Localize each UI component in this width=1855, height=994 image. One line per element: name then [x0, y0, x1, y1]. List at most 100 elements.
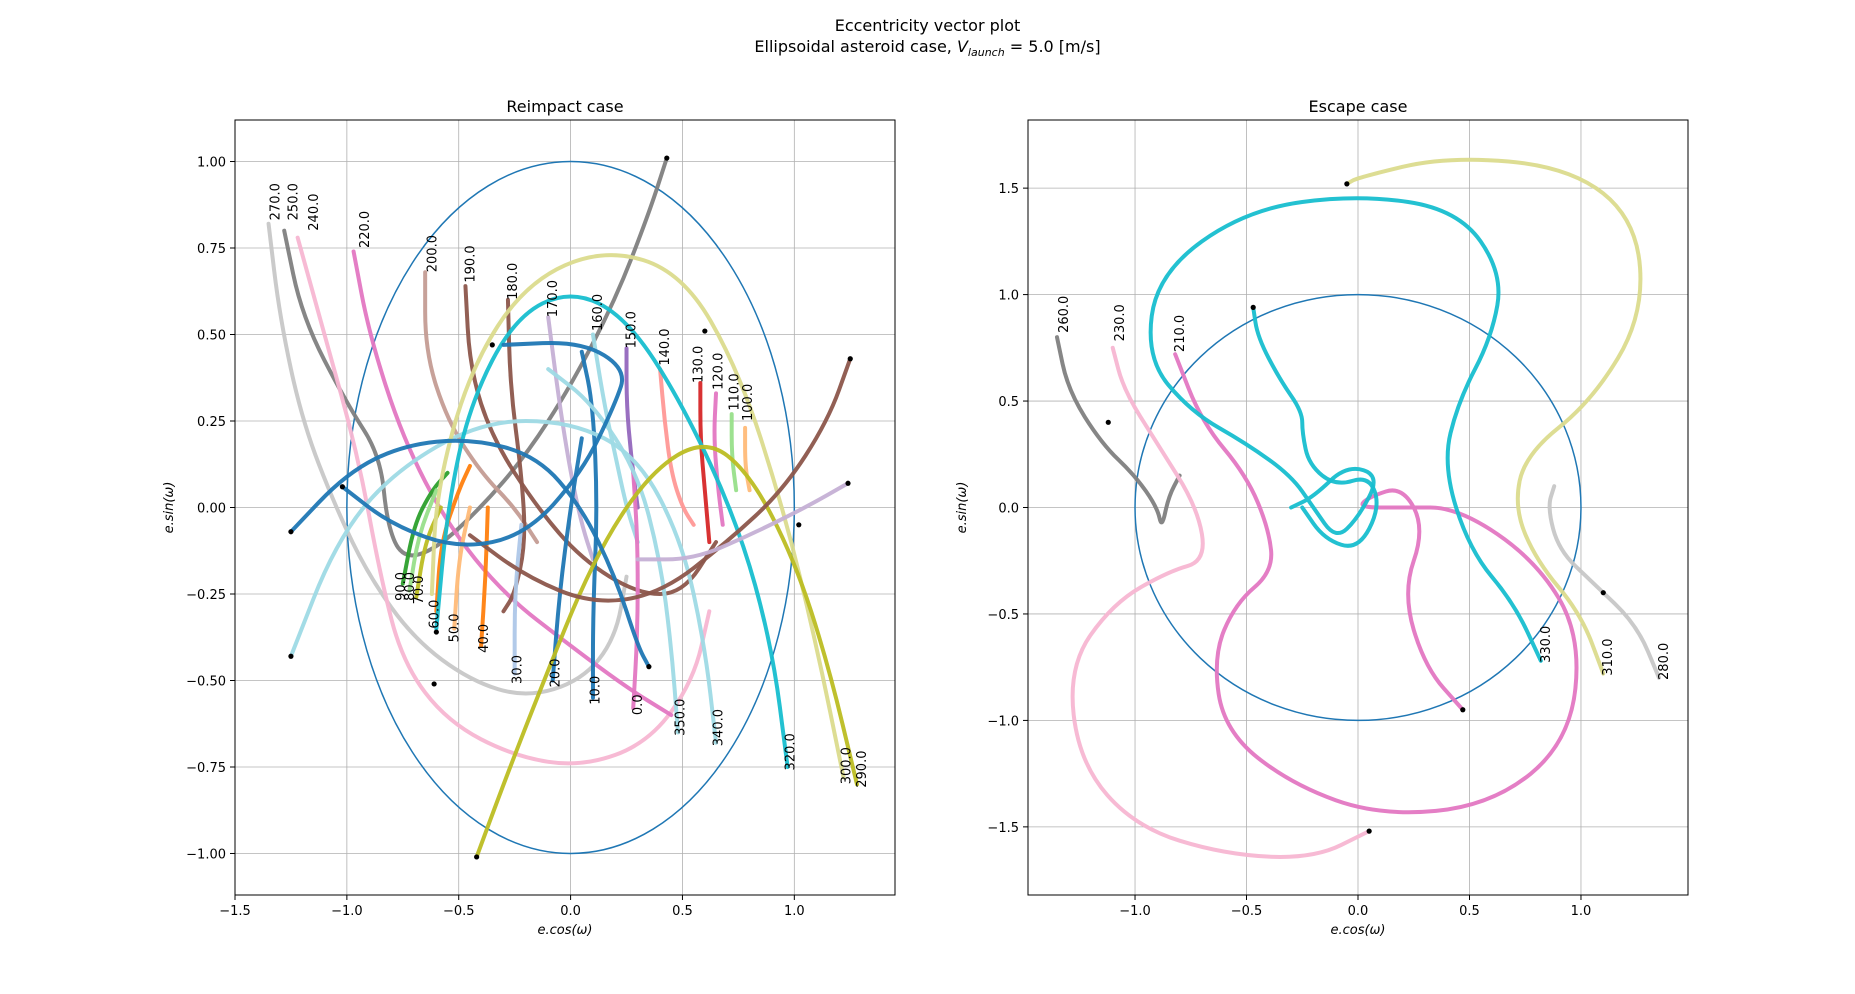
trajectory-label: 30.0 [510, 655, 525, 684]
panel-title: Escape case [1309, 97, 1408, 116]
y-axis-label: e.sin(ω) [162, 482, 177, 534]
trajectory-label: 280.0 [1657, 643, 1672, 680]
x-tick-label: −0.5 [1231, 904, 1263, 919]
trajectory-endpoint [1460, 707, 1466, 713]
trajectory-endpoint [1344, 181, 1350, 187]
y-tick-label: −0.50 [186, 674, 226, 689]
trajectory-label: 60.0 [428, 600, 443, 629]
trajectory-label: 130.0 [692, 346, 707, 383]
trajectory-line-240.0 [295, 235, 712, 766]
trajectory-label: 100.0 [741, 384, 756, 421]
trajectory-line-140.0 [658, 367, 696, 527]
trajectory-label: 270.0 [269, 183, 284, 220]
trajectory-line-80.0 [407, 488, 439, 593]
trajectory-line-30.0 [512, 522, 524, 676]
trajectory-endpoint [474, 854, 480, 860]
trajectory-endpoint [845, 480, 851, 486]
subtitle-variable: V [956, 37, 968, 56]
trajectory-endpoint [1250, 304, 1256, 310]
trajectory-line-40.0 [479, 505, 490, 648]
trajectory-label: 190.0 [463, 245, 478, 282]
x-axis-label: e.cos(ω) [1330, 923, 1385, 938]
trajectory-endpoint [433, 629, 439, 635]
y-tick-label: 1.00 [197, 156, 226, 171]
trajectory-line-210.0 [1173, 352, 1579, 815]
x-tick-label: −1.0 [1119, 904, 1151, 919]
y-tick-label: 0.50 [197, 329, 226, 344]
y-tick-label: 0.75 [197, 242, 226, 257]
y-tick-label: −0.5 [987, 608, 1019, 623]
x-axis-label: e.cos(ω) [537, 923, 592, 938]
trajectory-label: 110.0 [727, 373, 742, 410]
y-tick-label: 0.0 [998, 502, 1019, 517]
figure-title: Eccentricity vector plot Ellipsoidal ast… [0, 15, 1855, 63]
trajectory-endpoint [796, 522, 802, 528]
trajectory-line-90.0 [400, 470, 450, 586]
y-tick-label: −1.5 [987, 821, 1019, 836]
trajectory-label: 10.0 [589, 676, 604, 705]
trajectory-label: 180.0 [506, 263, 521, 300]
y-tick-label: −1.00 [186, 847, 226, 862]
trajectory-endpoint [1600, 590, 1606, 596]
trajectory-endpoint [702, 328, 708, 334]
plot-area [1054, 157, 1662, 859]
subtitle-suffix: = 5.0 [m/s] [1004, 37, 1101, 56]
panel-title: Reimpact case [506, 97, 623, 116]
trajectory-line-120.0 [712, 391, 725, 527]
trajectory-line-unlabeled-31 [635, 481, 851, 562]
trajectory-label: 120.0 [712, 353, 727, 390]
x-tick-label: −1.5 [219, 904, 251, 919]
trajectory-label: 50.0 [448, 613, 463, 642]
panel-escape: 260.0 230.0 210.0 330.0 310.0 280.0 −1.0 −0.5 0.… [955, 97, 1689, 938]
trajectory-label: 160.0 [591, 294, 606, 331]
trajectory-label: 20.0 [548, 658, 563, 687]
trajectory-label: 230.0 [1113, 304, 1128, 341]
trajectory-label: 40.0 [477, 624, 492, 653]
trajectory-label: 80.0 [403, 572, 418, 601]
panel-reimpact: 270.0 250.0 240.0 220.0 200.0 190.0 180.0 170.0… [162, 97, 896, 938]
trajectory-label: 0.0 [631, 694, 646, 715]
trajectory-line-260.0 [1054, 335, 1182, 525]
figure-title-main: Eccentricity vector plot [834, 16, 1021, 35]
plot-area [266, 155, 859, 860]
trajectory-endpoint [489, 342, 495, 348]
trajectory-label: 200.0 [425, 235, 440, 272]
trajectory-line-280.0 [1547, 484, 1662, 680]
trajectory-line-unlabeled-6 [1251, 305, 1379, 548]
y-axis-label: e.sin(ω) [955, 482, 970, 534]
x-tick-label: 0.0 [1348, 904, 1369, 919]
x-tick-label: 1.0 [784, 904, 805, 919]
trajectory-label: 340.0 [712, 709, 727, 746]
trajectory-line-10.0 [579, 349, 599, 700]
trajectory-line-110.0 [729, 412, 739, 493]
trajectory-line-350.0 [546, 367, 680, 735]
trajectory-line-190.0 [463, 284, 719, 596]
trajectory-endpoint [664, 155, 670, 161]
trajectory-line-340.0 [288, 419, 719, 745]
trajectory-line-320.0 [434, 294, 790, 769]
trajectory-endpoint [847, 356, 853, 362]
trajectory-label: 150.0 [624, 311, 639, 348]
trajectory-label: 70.0 [412, 575, 427, 604]
trajectory-line-300.0 [429, 253, 846, 780]
x-tick-label: 0.5 [672, 904, 693, 919]
reference-circle [1134, 293, 1582, 722]
trajectory-endpoint [288, 529, 294, 535]
trajectory-line-310.0 [1344, 157, 1643, 676]
trajectory-label: 90.0 [394, 572, 409, 601]
trajectory-label: 290.0 [855, 751, 870, 788]
y-tick-label: 0.00 [197, 502, 226, 517]
subtitle-subscript: launch [967, 46, 1005, 60]
y-tick-label: 1.5 [998, 182, 1019, 197]
trajectory-label: 350.0 [674, 699, 689, 736]
trajectory-endpoint [646, 664, 652, 670]
x-tick-label: 1.0 [1571, 904, 1592, 919]
trajectory-endpoint [431, 681, 437, 687]
x-tick-label: 0.5 [1459, 904, 1480, 919]
trajectory-label: 330.0 [1539, 626, 1554, 663]
trajectory-endpoint [1366, 828, 1372, 834]
trajectory-line-330.0 [1148, 196, 1543, 663]
trajectory-line-unlabeled-32 [288, 438, 651, 669]
trajectory-label: 240.0 [307, 193, 322, 230]
